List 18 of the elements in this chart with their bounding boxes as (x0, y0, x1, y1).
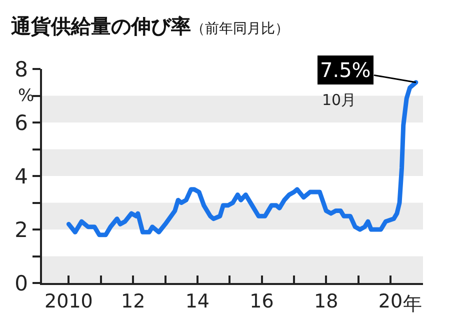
annotation: 7.5% (320, 58, 371, 82)
x-axis-title: 年 (403, 293, 422, 315)
x-tick-label: 16 (250, 290, 274, 313)
chart-subtitle: （前年同月比） (191, 21, 289, 37)
x-tick-label: 2010 (44, 290, 93, 313)
x-tick-label: 18 (314, 290, 338, 313)
y-axis-title: % (18, 86, 34, 106)
x-tick-label: 20 (378, 290, 403, 313)
y-tick-label: 8 (14, 57, 28, 82)
annotation: 10月 (322, 91, 356, 109)
y-tick-label: 6 (14, 110, 28, 135)
line-series (66, 80, 418, 238)
y-tick-label: 2 (14, 218, 28, 242)
y-tick-label: 4 (14, 164, 28, 188)
chart-title: 通貨供給量の伸び率 (10, 14, 191, 38)
y-tick-label: 0 (14, 271, 28, 296)
x-tick-label: 12 (120, 290, 146, 313)
x-tick-label: 14 (185, 290, 210, 313)
